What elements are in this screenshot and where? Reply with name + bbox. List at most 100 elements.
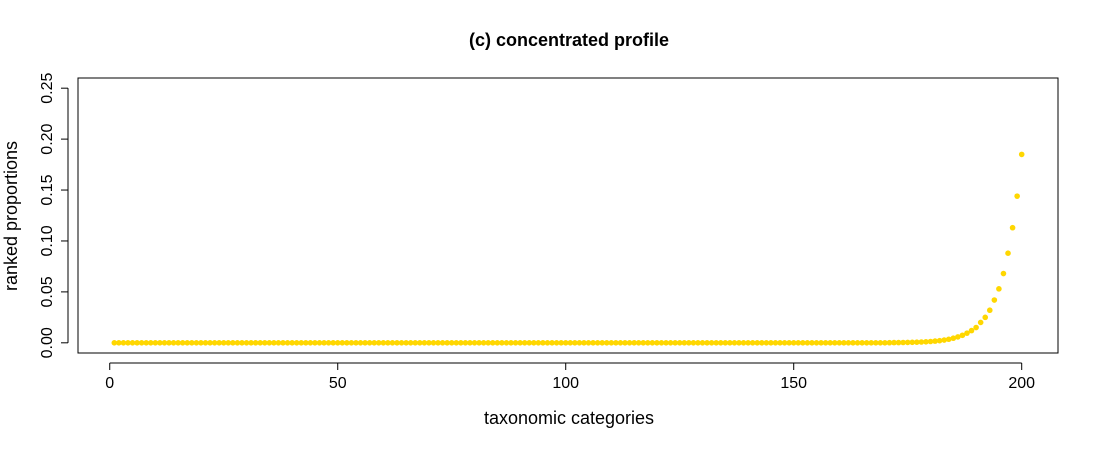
point <box>307 340 314 346</box>
point <box>585 340 592 346</box>
point <box>900 339 906 346</box>
point <box>754 340 761 346</box>
y-tick-label: 0.25 <box>39 73 56 104</box>
point <box>458 340 464 346</box>
point <box>357 340 364 346</box>
point <box>298 340 305 346</box>
point <box>745 340 751 346</box>
point <box>699 340 706 346</box>
point <box>220 340 227 346</box>
point <box>111 340 118 346</box>
point <box>594 340 601 346</box>
point <box>325 340 332 346</box>
point <box>831 340 838 346</box>
point <box>877 340 884 346</box>
point <box>266 340 273 346</box>
x-tick-label: 0 <box>105 375 114 392</box>
point <box>152 340 159 346</box>
point <box>521 340 528 346</box>
point <box>932 338 938 344</box>
point <box>348 340 355 346</box>
point <box>813 340 820 346</box>
point <box>143 340 150 346</box>
point <box>704 340 710 346</box>
point <box>489 340 496 346</box>
point <box>412 340 419 346</box>
point <box>681 340 688 346</box>
point <box>157 340 163 346</box>
point <box>553 340 560 346</box>
point <box>622 340 628 346</box>
chart-title: (c) concentrated profile <box>469 30 669 50</box>
point <box>303 340 309 346</box>
point <box>809 340 815 346</box>
y-tick-label: 0.10 <box>39 225 56 256</box>
point <box>690 340 697 346</box>
point <box>672 340 678 346</box>
point <box>986 307 993 314</box>
point <box>535 340 542 346</box>
point <box>786 340 792 346</box>
x-tick-label: 100 <box>552 375 579 392</box>
point <box>1014 193 1020 199</box>
point <box>512 340 519 346</box>
point <box>936 337 943 344</box>
point <box>321 340 327 346</box>
point <box>462 340 469 346</box>
point <box>334 340 341 346</box>
point <box>626 340 633 346</box>
point <box>772 340 779 346</box>
point <box>531 340 537 346</box>
point <box>872 340 879 346</box>
point <box>508 340 514 346</box>
point <box>991 297 998 303</box>
point <box>841 340 847 346</box>
point <box>526 340 533 346</box>
point <box>353 340 359 346</box>
point <box>863 340 870 346</box>
point <box>435 340 441 346</box>
point <box>147 340 154 346</box>
point <box>950 335 957 342</box>
point <box>517 340 523 346</box>
point <box>430 340 437 346</box>
x-tick-label: 200 <box>1008 375 1035 392</box>
point <box>179 340 186 346</box>
point <box>271 340 277 346</box>
point <box>467 340 473 346</box>
point <box>649 340 656 346</box>
point <box>403 340 409 346</box>
point <box>749 340 756 346</box>
x-tick-label: 150 <box>780 375 807 392</box>
point <box>886 339 893 346</box>
point <box>389 340 396 346</box>
point <box>854 340 861 346</box>
point <box>448 340 455 346</box>
point <box>257 340 264 346</box>
point <box>964 330 970 336</box>
point <box>923 338 929 345</box>
point <box>312 340 318 346</box>
point <box>1000 270 1007 277</box>
point <box>567 340 574 346</box>
point <box>562 340 569 346</box>
point <box>453 340 460 346</box>
point <box>708 340 715 346</box>
point <box>603 340 610 346</box>
point <box>822 340 829 346</box>
point <box>289 340 295 346</box>
point <box>631 340 637 346</box>
point <box>398 340 405 346</box>
point <box>644 340 651 346</box>
point <box>777 340 783 346</box>
point <box>836 340 843 346</box>
point <box>170 340 177 346</box>
point <box>549 340 555 346</box>
point <box>977 319 984 326</box>
point <box>207 340 213 346</box>
point <box>316 340 323 346</box>
point <box>695 340 701 346</box>
point <box>713 340 719 346</box>
point <box>193 340 200 346</box>
